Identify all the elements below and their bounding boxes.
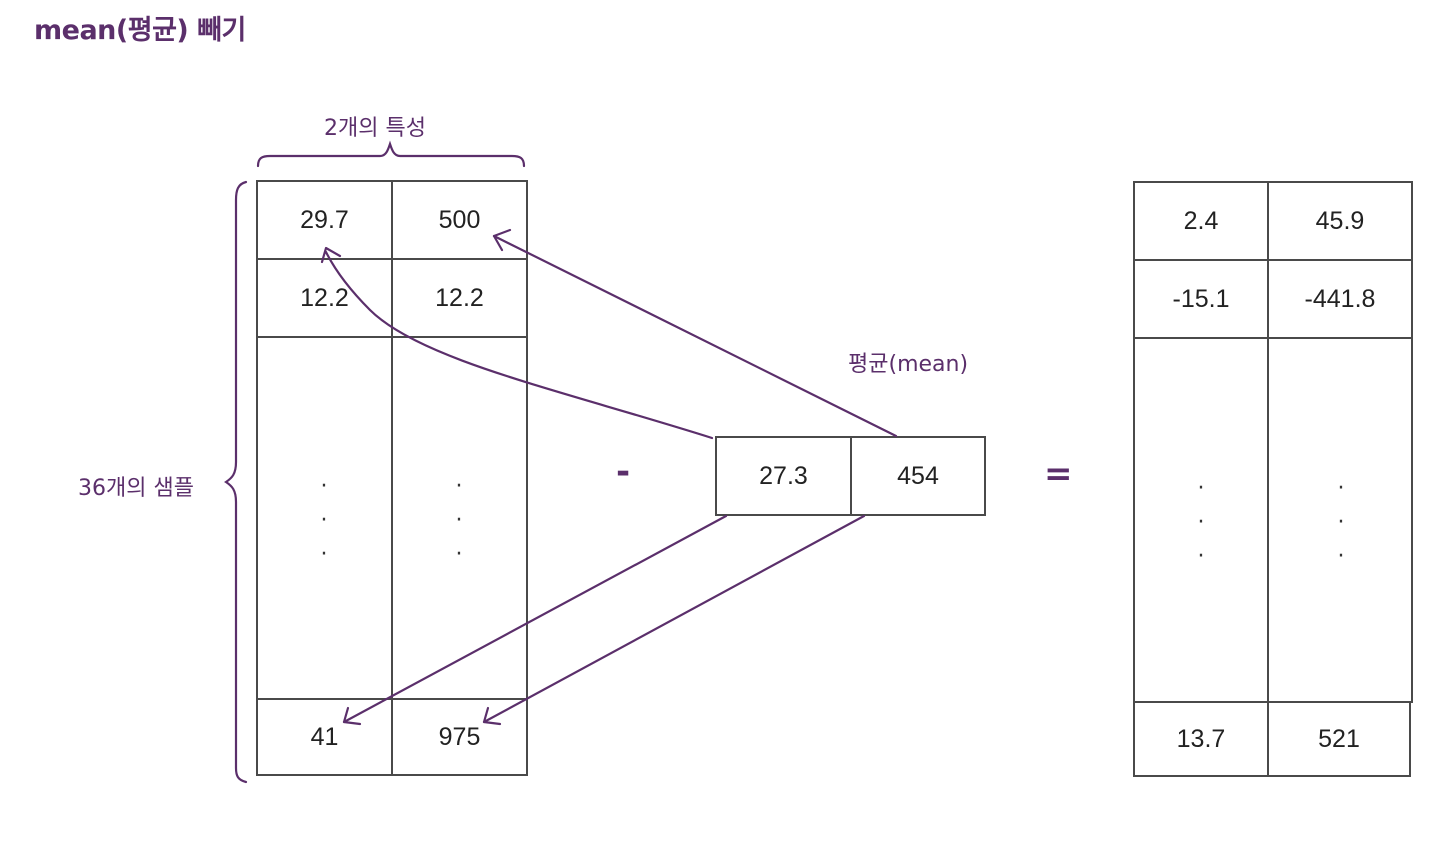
features-brace	[256, 140, 526, 168]
input-ellipsis-c2: · · ·	[455, 474, 463, 567]
arrowhead-last-c1	[342, 706, 362, 726]
arrowhead-r1c1	[320, 246, 342, 264]
result-ellipsis-c2: · · ·	[1337, 476, 1345, 569]
mean-cell-2: 454	[850, 436, 986, 516]
page-title: mean(평균) 빼기	[34, 15, 246, 46]
arrow-mean2-to-last-c2	[482, 514, 866, 724]
arrow-mean2-to-r1c2	[492, 234, 898, 438]
result-cell-r1c2: 45.9	[1267, 181, 1413, 261]
result-cell-last-c2: 521	[1267, 701, 1411, 777]
arrow-mean1-to-r1c1	[324, 250, 714, 440]
minus-operator: -	[616, 452, 631, 492]
mean-cell-1: 27.3	[715, 436, 852, 516]
arrowhead-r1c2	[492, 228, 512, 252]
equals-operator: =	[1044, 454, 1073, 494]
samples-brace	[224, 180, 248, 784]
input-ellipsis-c1: · · ·	[320, 474, 328, 567]
features-label: 2개의 특성	[324, 116, 426, 141]
result-ellipsis-c1: · · ·	[1197, 476, 1205, 569]
arrowhead-last-c2	[482, 706, 502, 726]
input-cell-middle-c2	[391, 336, 528, 700]
mean-label: 평균(mean)	[848, 352, 969, 377]
result-cell-last-c1: 13.7	[1133, 701, 1269, 777]
arrow-mean1-to-last-c1	[342, 514, 728, 724]
input-cell-r1c1: 29.7	[256, 180, 393, 260]
input-cell-last-c1: 41	[256, 698, 393, 776]
samples-label: 36개의 샘플	[78, 476, 194, 501]
